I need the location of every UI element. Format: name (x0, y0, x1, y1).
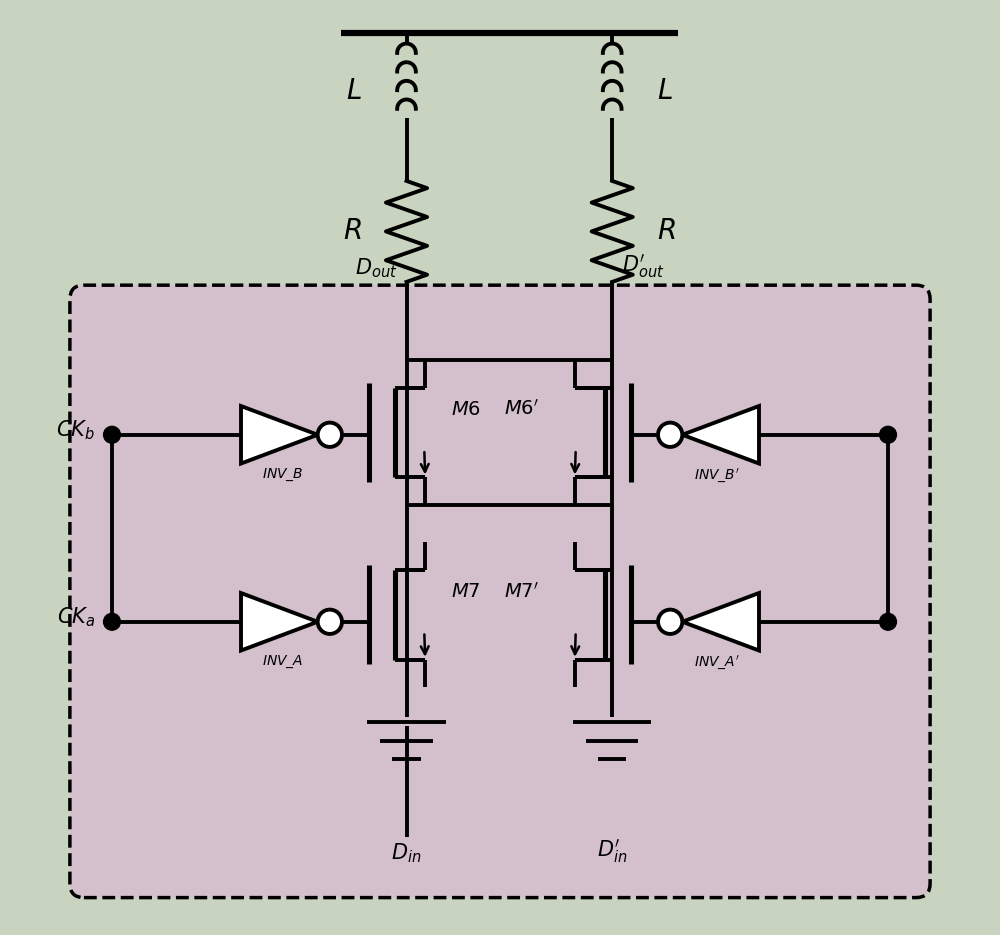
Text: $INV\_A$: $INV\_A$ (262, 654, 304, 670)
Text: $INV\_B'$: $INV\_B'$ (694, 467, 740, 484)
Circle shape (318, 610, 342, 634)
Text: $INV\_A'$: $INV\_A'$ (694, 654, 740, 671)
Circle shape (104, 613, 120, 630)
Text: $INV\_B$: $INV\_B$ (262, 467, 304, 483)
Text: $L$: $L$ (346, 78, 362, 105)
Polygon shape (241, 593, 318, 651)
Text: $D_{out}$: $D_{out}$ (355, 257, 397, 280)
FancyBboxPatch shape (70, 285, 930, 898)
Text: $M7$: $M7$ (451, 582, 481, 601)
Circle shape (880, 613, 896, 630)
Text: $D_{in}'$: $D_{in}'$ (597, 837, 627, 865)
Text: $M6'$: $M6'$ (504, 399, 539, 419)
FancyBboxPatch shape (23, 0, 977, 935)
Polygon shape (682, 593, 759, 651)
Text: $R$: $R$ (657, 218, 676, 245)
Circle shape (880, 426, 896, 443)
Text: $D_{out}'$: $D_{out}'$ (622, 252, 664, 280)
Text: $M6$: $M6$ (451, 399, 481, 419)
Circle shape (658, 610, 682, 634)
Text: $L$: $L$ (657, 78, 673, 105)
Polygon shape (241, 406, 318, 464)
Text: $M7'$: $M7'$ (504, 582, 539, 601)
Circle shape (318, 423, 342, 447)
Text: $D_{in}$: $D_{in}$ (391, 842, 422, 865)
Circle shape (658, 423, 682, 447)
Text: $CK_b$: $CK_b$ (56, 418, 95, 442)
Polygon shape (682, 406, 759, 464)
Text: $R$: $R$ (343, 218, 362, 245)
Circle shape (104, 426, 120, 443)
Text: $CK_a$: $CK_a$ (57, 605, 95, 629)
